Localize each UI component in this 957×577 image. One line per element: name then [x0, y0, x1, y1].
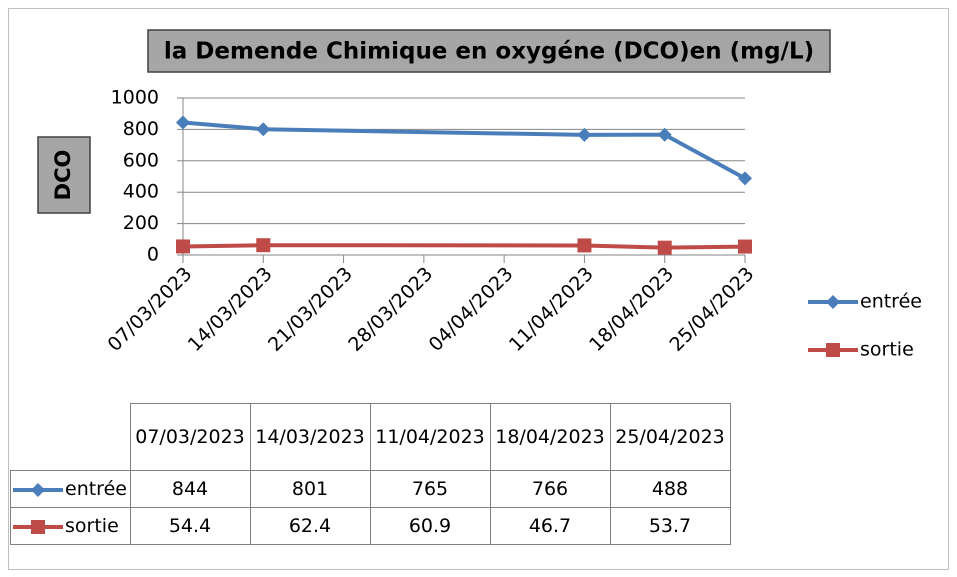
table-corner — [11, 404, 131, 471]
table-cell: 844 — [129, 470, 251, 508]
y-tick-label: 400 — [123, 181, 159, 203]
legend-label: entrée — [860, 291, 922, 313]
data-point — [256, 122, 271, 137]
table-cell: 53.7 — [609, 507, 731, 545]
table-legend-key — [13, 519, 63, 534]
table-cell: 62.4 — [249, 507, 371, 545]
data-point — [176, 239, 190, 254]
table-header-cell: 25/04/2023 — [609, 403, 731, 471]
data-table: 07/03/2023 14/03/2023 11/04/2023 18/04/2023… — [10, 403, 731, 545]
y-axis-label: DCO — [51, 150, 75, 201]
y-tick-label: 1000 — [111, 87, 159, 109]
data-point — [657, 240, 672, 255]
table-cell: 801 — [249, 470, 371, 508]
data-point — [256, 238, 271, 253]
data-point — [738, 171, 752, 186]
legend-marker — [826, 343, 840, 357]
data-point — [577, 127, 592, 142]
title-box — [147, 29, 831, 73]
table-header-row: 07/03/2023 14/03/2023 11/04/2023 18/04/2023… — [11, 403, 731, 471]
y-tick-label: 600 — [123, 149, 159, 171]
table-row: sortie 54.4 62.4 60.9 46.7 53.7 — [10, 507, 731, 545]
table-row-label: entrée — [65, 478, 127, 500]
table-cell: 46.7 — [489, 507, 611, 545]
table-row: entrée 844 801 765 766 488 — [10, 470, 731, 508]
y-label-box — [37, 136, 91, 214]
data-point — [657, 127, 672, 142]
table-row-header: entrée — [10, 470, 131, 508]
table-legend-key — [13, 482, 63, 497]
table-cell: 766 — [489, 470, 611, 508]
table-header-cell: 18/04/2023 — [489, 403, 611, 471]
y-tick-label: 0 — [147, 244, 159, 266]
table-row-header: sortie — [10, 507, 131, 545]
data-point — [176, 115, 190, 130]
table-header-cell: 11/04/2023 — [369, 403, 491, 471]
legend-label: sortie — [860, 339, 914, 361]
table-cell: 60.9 — [369, 507, 491, 545]
chart-title: la Demende Chimique en oxygéne (DCO)en (… — [164, 39, 814, 65]
table-key-marker — [31, 519, 45, 534]
data-point — [738, 239, 752, 254]
table-row-label: sortie — [65, 515, 119, 537]
table-header-cell: 14/03/2023 — [249, 403, 371, 471]
table-cell: 54.4 — [129, 507, 251, 545]
table-cell: 765 — [369, 470, 491, 508]
y-tick-label: 200 — [123, 212, 159, 234]
table-key-marker — [31, 482, 45, 497]
legend-marker — [826, 295, 840, 309]
data-point — [577, 238, 592, 253]
table-cell: 488 — [609, 470, 731, 508]
table-header-cell: 07/03/2023 — [129, 403, 251, 471]
y-tick-label: 800 — [123, 118, 159, 140]
